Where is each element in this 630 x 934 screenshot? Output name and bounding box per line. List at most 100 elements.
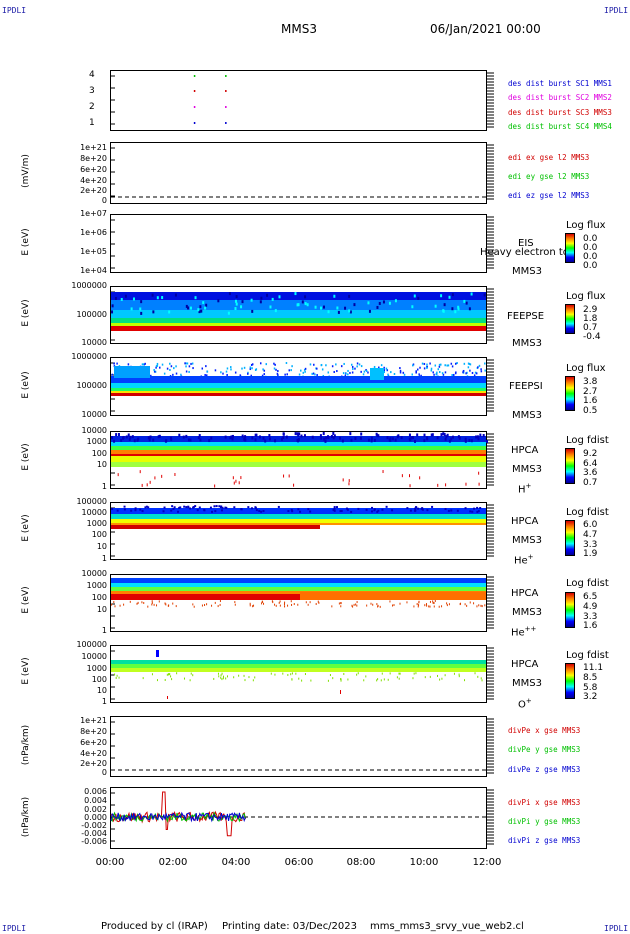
feepse-speckle	[198, 310, 201, 314]
hpca-h-top-speckle	[243, 437, 246, 441]
feepsi-speckle	[298, 373, 301, 376]
hpca-h-top-speckle	[445, 435, 448, 439]
hpca-he1-speckle	[371, 506, 374, 509]
hpca-he2-speckle	[376, 603, 378, 606]
feepsi-colorbar-title: Log flux	[566, 363, 606, 374]
feepsi-speckle	[383, 371, 385, 374]
hpca-he2-speckle	[172, 602, 174, 605]
feepse-speckle	[152, 310, 155, 314]
feepsi-speckle	[451, 365, 454, 368]
feepsi-speckle	[265, 363, 268, 366]
corner-label-top-left: IPDLI	[2, 6, 27, 15]
hpca-h-top-speckle	[451, 435, 454, 439]
hpca-he2-speckle	[464, 603, 466, 606]
hpca-he1-tick-10: 10	[96, 542, 107, 551]
hpca-he2-speckle	[413, 605, 415, 608]
feepsi-speckle	[383, 366, 385, 369]
feepsi-speckle	[185, 370, 188, 373]
feepse-tick-1000000: 1000000	[71, 281, 107, 290]
eis-cb-value-3: 0.0	[583, 261, 598, 271]
hpca-he2-speckle	[290, 600, 292, 603]
hpca-he1-speckle	[415, 506, 418, 509]
hpca-he1-speckle	[221, 506, 224, 509]
hpca-he1-spacecraft-label: MMS3	[512, 535, 542, 546]
hpca-h-top-speckle	[197, 436, 200, 440]
hpca-he2-speckle	[424, 604, 426, 607]
hpca-o-speckle	[377, 678, 379, 681]
hpca-o-speckle	[458, 675, 460, 678]
hpca-h-top-speckle	[327, 435, 330, 439]
feepse-speckle	[314, 305, 317, 309]
divpi-tick-3: 0.000	[84, 813, 107, 822]
hpca-he2-green	[111, 587, 486, 591]
feepsi-speckle	[399, 371, 402, 374]
burst-mark-sc4	[225, 75, 227, 77]
feepsi-speckle	[484, 362, 486, 365]
hpca-h-top-speckle	[376, 433, 379, 437]
feepsi-speckle	[180, 373, 182, 376]
eis-cb-value-1: 0.0	[583, 243, 598, 253]
hpca-h-top-speckle	[320, 436, 323, 440]
hpca-he2-speckle	[261, 602, 263, 605]
feepsi-speckle	[255, 368, 258, 371]
hpca-he1-speckle	[194, 505, 197, 508]
burst-tick-4: 4	[89, 70, 95, 80]
feepse-speckle	[333, 294, 336, 298]
hpca-he2-speckle	[219, 603, 221, 606]
hpca-o-speckle	[415, 672, 417, 675]
hpca-o-speckle	[291, 678, 293, 681]
hpca-o-speckle	[220, 674, 222, 677]
eis-spacecraft-label: MMS3	[512, 266, 542, 277]
burst-tick-1: 1	[89, 118, 95, 128]
feepse-speckle	[382, 300, 385, 304]
feepsi-speckle	[331, 365, 334, 368]
feepse-speckle	[442, 309, 445, 313]
hpca-h-low-speckle	[348, 482, 350, 486]
hpca-h-top-speckle	[436, 436, 439, 440]
hpca-he1-cb-value-1: 4.7	[583, 530, 598, 540]
hpca-h-low-speckle	[409, 484, 411, 488]
hpca-o-speckle	[244, 679, 246, 682]
hpca-h-top-speckle	[115, 433, 118, 437]
hpca-h-top-speckle	[408, 437, 411, 441]
feepse-speckle	[443, 303, 446, 307]
feepsi-speckle	[432, 371, 434, 374]
hpca-he2-cb-value-1: 4.9	[583, 602, 598, 612]
hpca-o-red-dot	[167, 696, 168, 699]
feepse-speckle	[151, 293, 154, 297]
feepsi-speckle	[340, 365, 343, 368]
feepsi-speckle	[274, 363, 276, 366]
feepsi-speckle	[378, 366, 380, 369]
hpca-h-top-speckle	[479, 433, 482, 437]
hpca-h-top-speckle	[341, 439, 344, 443]
hpca-h-low-speckle	[139, 470, 141, 474]
hpca-he2-speckle	[355, 603, 357, 606]
hpca-he2-speckle	[137, 601, 139, 604]
hpca-h-top-speckle	[360, 432, 363, 436]
hpca-he2-speckle	[478, 604, 480, 607]
feepsi-tick-10000: 10000	[81, 410, 107, 419]
hpca-h-top-speckle	[325, 436, 328, 440]
hpca-he1-speckle	[391, 509, 394, 512]
hpca-h-orange	[111, 450, 486, 454]
feepsi-speckle	[259, 362, 262, 365]
feepsi-speckle	[438, 363, 441, 366]
feepsi-speckle	[290, 369, 292, 372]
hpca-o-tick-10000: 10000	[81, 652, 107, 661]
hpca-h-top-speckle	[152, 438, 155, 442]
feepse-speckle	[168, 310, 171, 314]
feepse-speckle	[114, 296, 117, 300]
feepsi-speckle	[214, 369, 217, 372]
hpca-h-top-speckle	[113, 439, 116, 443]
hpca-h-top-speckle	[386, 436, 389, 440]
hpca-he1-speckle	[376, 510, 379, 513]
feepsi-speckle	[333, 370, 335, 373]
feepse-speckle	[199, 305, 202, 309]
hpca-h-top-speckle	[244, 438, 247, 442]
feepsi-speckle	[303, 368, 306, 371]
feepsi-speckle	[436, 371, 438, 374]
feepsi-speckle	[475, 372, 478, 375]
hpca-he2-cb-value-3: 1.6	[583, 621, 598, 631]
feepse-speckle	[344, 306, 347, 310]
feepse-speckle	[132, 297, 135, 301]
